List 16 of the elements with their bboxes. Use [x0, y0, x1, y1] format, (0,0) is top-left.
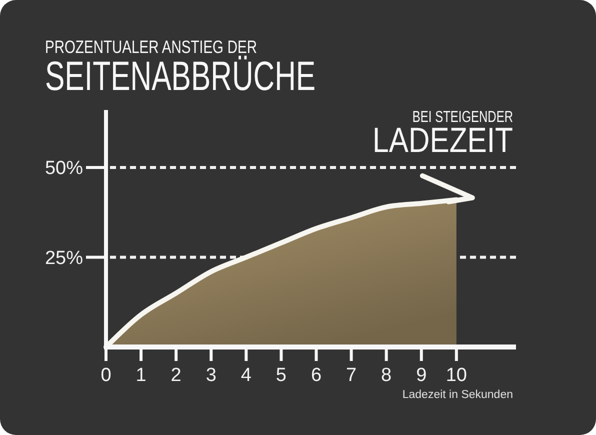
y-tick-label: 50% — [44, 158, 84, 180]
chart-title: SEITENABBRÜCHE — [45, 53, 316, 100]
x-tick-label: 2 — [170, 365, 182, 386]
x-tick-label: 8 — [381, 365, 392, 386]
x-tick-label: 1 — [136, 365, 146, 386]
y-tick-label: 25% — [44, 248, 84, 269]
x-tick-label: 3 — [206, 365, 216, 386]
x-tick-label: 9 — [416, 365, 427, 386]
annotation: BEI STEIGENDER — [412, 107, 513, 126]
x-tick-label: 0 — [100, 365, 112, 386]
x-tick-label: 6 — [310, 365, 322, 386]
x-tick-label: 5 — [276, 365, 287, 386]
x-tick-label: 10 — [446, 365, 467, 386]
x-tick-label: 7 — [346, 365, 357, 386]
x-axis-title: Ladezeit in Sekunden — [402, 389, 513, 401]
x-tick-label: 4 — [240, 365, 252, 386]
